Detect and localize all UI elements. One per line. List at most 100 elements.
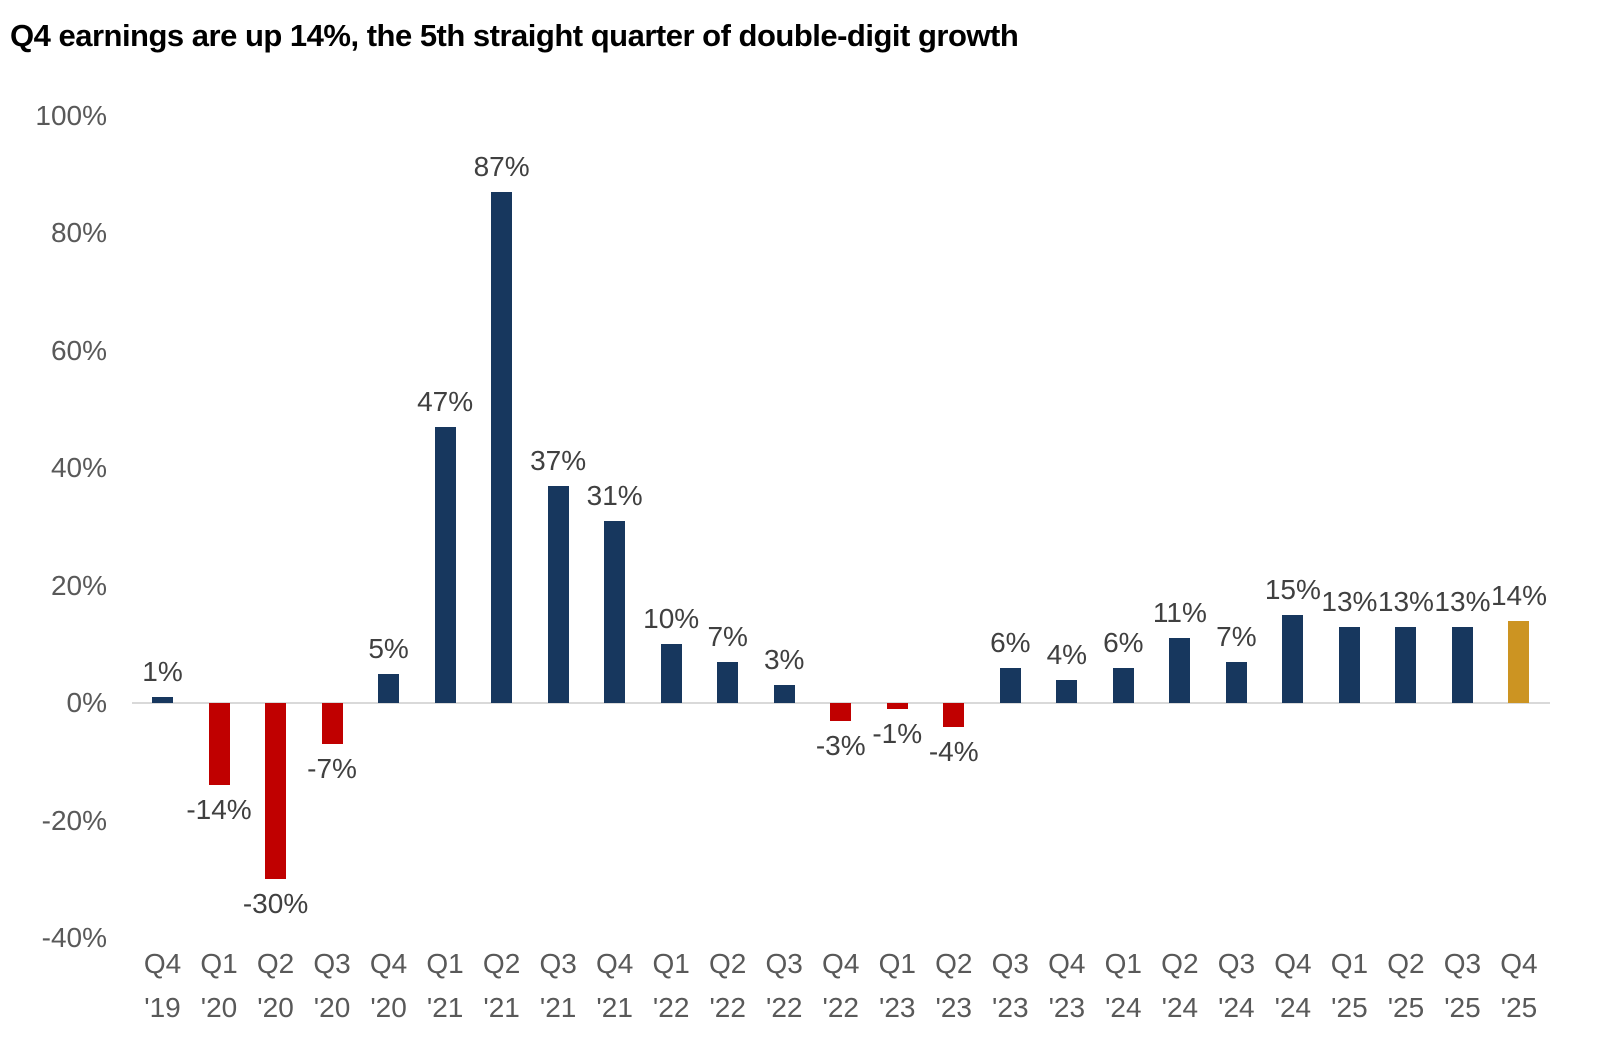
- y-axis-tick-label: 60%: [50, 334, 107, 366]
- x-axis-tick-q4-23: Q4'23: [1027, 942, 1107, 1030]
- x-tick-year: '24: [1218, 992, 1255, 1023]
- x-tick-quarter: Q2: [1387, 948, 1425, 979]
- bar-q2-22: [717, 661, 739, 703]
- x-tick-year: '25: [1387, 992, 1425, 1023]
- data-label-q4-22: -3%: [815, 729, 866, 761]
- x-tick-quarter: Q2: [935, 948, 973, 979]
- y-axis-tick-label: -40%: [41, 922, 107, 953]
- data-label-q4-20: 5%: [368, 632, 409, 664]
- bar-q4-19: [152, 697, 173, 703]
- data-label-q3-21: 37%: [530, 444, 587, 476]
- data-label-q3-23: 6%: [990, 626, 1031, 658]
- data-label-q2-20: -30%: [242, 888, 309, 920]
- x-tick-year: '21: [483, 992, 520, 1023]
- bar-q4-20: [378, 673, 400, 703]
- x-axis-tick-q1-23: Q1'23: [857, 942, 937, 1030]
- x-tick-quarter: Q4: [369, 948, 408, 979]
- y-axis-tick-label: 20%: [50, 569, 107, 601]
- x-tick-year: '22: [652, 992, 690, 1023]
- x-tick-quarter: Q1: [426, 948, 464, 979]
- x-tick-quarter: Q3: [991, 948, 1029, 979]
- x-tick-quarter: Q2: [709, 948, 747, 979]
- bar-q1-25: [1338, 626, 1360, 703]
- x-tick-year: '21: [426, 992, 464, 1023]
- x-tick-year: '22: [709, 992, 746, 1023]
- x-axis-tick-q3-22: Q3'22: [744, 942, 824, 1030]
- data-label-q3-20: -7%: [307, 753, 357, 785]
- x-axis-tick-q1-21: Q1'21: [405, 942, 485, 1030]
- bar-q1-22: [660, 644, 682, 703]
- x-tick-quarter: Q4: [1048, 948, 1086, 979]
- x-tick-quarter: Q2: [482, 948, 521, 979]
- x-tick-year: '25: [1500, 992, 1538, 1023]
- data-label-q4-21: 31%: [586, 479, 643, 511]
- x-tick-year: '20: [313, 992, 351, 1023]
- bar-q3-21: [547, 485, 569, 703]
- y-axis-tick-label: 80%: [50, 217, 107, 248]
- data-label-q2-22: 7%: [707, 620, 748, 652]
- x-axis-tick-q4-22: Q4'22: [801, 942, 881, 1030]
- data-label-q1-21: 47%: [417, 385, 474, 417]
- y-axis-tick-label: 100%: [35, 99, 107, 131]
- x-axis-tick-q4-21: Q4'21: [575, 942, 655, 1030]
- x-axis-tick-q3-25: Q3'25: [1422, 942, 1502, 1030]
- x-axis-tick-q4-20: Q4'20: [349, 942, 429, 1030]
- bar-q3-23: [999, 667, 1021, 703]
- x-tick-quarter: Q2: [1161, 948, 1199, 979]
- x-axis-tick-q2-20: Q2'20: [236, 942, 316, 1030]
- x-tick-year: '23: [1048, 992, 1086, 1023]
- data-label-q2-21: 87%: [473, 150, 530, 182]
- x-tick-quarter: Q4: [1500, 948, 1538, 979]
- data-label-q2-23: -4%: [928, 735, 979, 767]
- x-axis-tick-q2-22: Q2'22: [688, 942, 768, 1030]
- y-axis-tick-label: 40%: [50, 452, 107, 483]
- x-axis-tick-q3-20: Q3'20: [292, 942, 372, 1030]
- x-tick-quarter: Q3: [765, 948, 803, 979]
- x-tick-year: '21: [596, 992, 633, 1023]
- x-axis-tick-q4-19: Q4'19: [123, 942, 203, 1030]
- bar-q2-23: [943, 703, 965, 727]
- y-axis-tick-label: 0%: [66, 687, 107, 718]
- x-axis-tick-q4-24: Q4'24: [1253, 942, 1333, 1030]
- x-axis-tick-q1-22: Q1'22: [631, 942, 711, 1030]
- x-tick-quarter: Q1: [652, 948, 690, 979]
- x-axis-tick-q3-23: Q3'23: [970, 942, 1050, 1030]
- bar-q3-24: [1225, 661, 1247, 703]
- bar-q3-25: [1451, 626, 1473, 703]
- x-tick-year: '21: [539, 992, 577, 1023]
- x-tick-year: '23: [992, 992, 1029, 1023]
- bar-q4-25: [1508, 620, 1530, 703]
- data-label-q4-25: 14%: [1490, 579, 1547, 611]
- bar-q3-20: [321, 703, 343, 745]
- x-tick-quarter: Q3: [1443, 948, 1482, 979]
- x-tick-quarter: Q3: [313, 948, 351, 979]
- x-tick-quarter: Q4: [595, 948, 634, 979]
- data-label-q4-19: 1%: [142, 656, 183, 688]
- x-tick-year: '20: [200, 992, 238, 1023]
- x-axis-tick-q2-24: Q2'24: [1140, 942, 1220, 1030]
- bar-q2-24: [1169, 638, 1191, 703]
- bar-q1-21: [434, 426, 456, 703]
- x-tick-year: '19: [144, 992, 181, 1023]
- bar-q3-22: [773, 685, 795, 703]
- data-label-q4-23: 4%: [1046, 638, 1088, 670]
- x-tick-quarter: Q1: [1104, 948, 1142, 979]
- chart-title: Q4 earnings are up 14%, the 5th straight…: [10, 18, 1019, 53]
- x-tick-year: '23: [879, 992, 916, 1023]
- x-tick-year: '22: [822, 992, 859, 1023]
- x-axis-tick-q1-20: Q1'20: [179, 942, 259, 1030]
- x-tick-quarter: Q4: [822, 948, 860, 979]
- data-label-q1-24: 6%: [1103, 626, 1144, 658]
- x-axis-tick-q3-24: Q3'24: [1196, 942, 1276, 1030]
- x-tick-quarter: Q1: [878, 948, 916, 979]
- x-axis-tick-q4-25: Q4'25: [1479, 942, 1559, 1030]
- bar-q4-21: [604, 520, 626, 703]
- x-axis-tick-q2-21: Q2'21: [462, 942, 542, 1030]
- data-label-q1-23: -1%: [872, 717, 923, 749]
- bar-q4-24: [1282, 614, 1304, 703]
- x-axis-tick-q1-25: Q1'25: [1309, 942, 1389, 1030]
- x-axis-tick-q1-24: Q1'24: [1083, 942, 1163, 1030]
- x-axis-tick-q2-25: Q2'25: [1366, 942, 1446, 1030]
- x-tick-year: '24: [1274, 992, 1312, 1023]
